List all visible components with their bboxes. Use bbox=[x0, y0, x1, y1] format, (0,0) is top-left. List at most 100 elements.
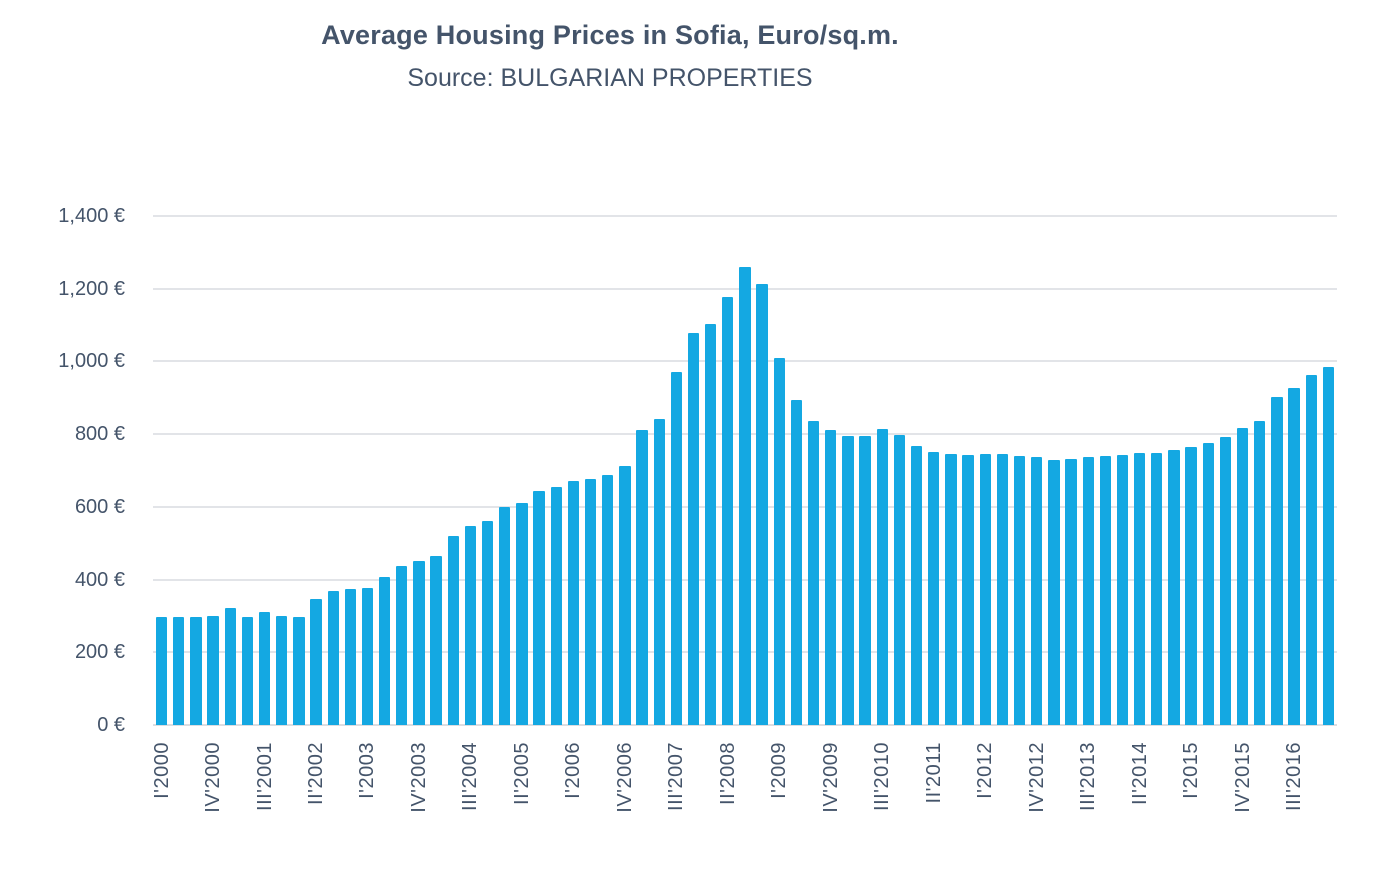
bar-III'2001 bbox=[258, 611, 271, 725]
bar-II'2006 bbox=[584, 479, 597, 725]
bar-IV'2015 bbox=[1236, 428, 1249, 725]
bar-III'2009 bbox=[807, 420, 820, 725]
bar-I'2011 bbox=[910, 446, 923, 725]
x-tick-label: III'2013 bbox=[1077, 742, 1100, 811]
x-tick-label: II'2002 bbox=[305, 742, 327, 805]
x-tick-label: IV'2009 bbox=[819, 742, 842, 813]
bar-III'2013 bbox=[1082, 457, 1094, 725]
x-tick-label: IV'2000 bbox=[202, 742, 225, 813]
bar-IV'2012 bbox=[1031, 457, 1043, 725]
bar-III'2010 bbox=[876, 429, 888, 725]
bar-IV'2001 bbox=[276, 616, 288, 725]
bar-I'2010 bbox=[842, 435, 854, 725]
bar-II'2013 bbox=[1065, 459, 1077, 725]
bar-II'2015 bbox=[1202, 442, 1214, 725]
bar-IV'2004 bbox=[481, 520, 494, 725]
bar-I'2007 bbox=[636, 429, 648, 725]
bar-II'2016 bbox=[1271, 397, 1283, 725]
bar-III'2012 bbox=[1013, 456, 1026, 725]
bar-II'2008 bbox=[722, 296, 734, 725]
x-tick-label: I'2000 bbox=[150, 742, 173, 799]
bar-IV'2003 bbox=[413, 561, 425, 725]
x-tick-label: III'2007 bbox=[665, 742, 688, 811]
plot-area bbox=[153, 215, 1337, 726]
bar-I'2004 bbox=[430, 555, 442, 725]
chart-subtitle: Source: BULGARIAN PROPERTIES bbox=[407, 64, 813, 92]
bar-IV'2006 bbox=[619, 465, 631, 725]
bar-IV'2000 bbox=[207, 615, 219, 725]
bar-II'2001 bbox=[241, 616, 254, 725]
bar-I'2005 bbox=[499, 506, 511, 725]
bar-III'2003 bbox=[396, 565, 408, 725]
bar-III'2011 bbox=[945, 453, 957, 725]
x-axis-line bbox=[153, 724, 1337, 726]
x-tick-label: I'2003 bbox=[356, 742, 379, 799]
bar-IV'2010 bbox=[893, 434, 906, 725]
bar-IV'2005 bbox=[550, 486, 562, 725]
y-tick-label: 800 € bbox=[74, 423, 125, 446]
x-tick-label: II'2005 bbox=[510, 742, 533, 805]
bar-I'2003 bbox=[361, 588, 374, 725]
x-tick-label: III'2004 bbox=[459, 742, 482, 811]
bar-I'2006 bbox=[567, 480, 580, 725]
bar-III'2016 bbox=[1288, 387, 1300, 725]
x-tick-label: I'2006 bbox=[562, 742, 585, 799]
bar-III'2007 bbox=[670, 371, 682, 725]
x-tick-label: II'2011 bbox=[922, 742, 945, 804]
bar-III'2005 bbox=[533, 490, 545, 725]
y-tick-label: 0 € bbox=[97, 714, 125, 736]
bar-II'2002 bbox=[310, 599, 322, 725]
bar-I'2017 bbox=[1322, 367, 1335, 725]
x-tick-label: IV'2015 bbox=[1231, 742, 1254, 813]
gridline bbox=[153, 215, 1337, 217]
bar-I'2013 bbox=[1048, 459, 1060, 725]
x-tick-label: II'2014 bbox=[1128, 742, 1151, 805]
bar-IV'2011 bbox=[962, 454, 974, 725]
bar-IV'2016 bbox=[1305, 375, 1317, 725]
bar-II'2014 bbox=[1134, 453, 1146, 725]
x-tick-label: I'2015 bbox=[1180, 742, 1203, 799]
bar-I'2008 bbox=[705, 324, 717, 725]
bar-I'2009 bbox=[773, 357, 785, 725]
bar-II'2003 bbox=[378, 576, 391, 725]
chart-title: Average Housing Prices in Sofia, Euro/sq… bbox=[321, 20, 899, 50]
bar-I'2016 bbox=[1254, 421, 1266, 725]
bar-II'2007 bbox=[653, 418, 665, 725]
y-tick-label: 1,400 € bbox=[58, 205, 125, 227]
x-tick-label: I'2009 bbox=[768, 742, 791, 799]
y-tick-label: 400 € bbox=[74, 568, 125, 591]
bar-IV'2008 bbox=[756, 284, 768, 725]
x-tick-label: III'2016 bbox=[1283, 742, 1306, 811]
bar-IV'2007 bbox=[687, 333, 700, 725]
bar-II'2012 bbox=[996, 454, 1009, 725]
bar-IV'2013 bbox=[1099, 455, 1111, 725]
bar-I'2000 bbox=[155, 617, 168, 725]
x-tick-label: IV'2012 bbox=[1025, 742, 1048, 813]
bar-IV'2014 bbox=[1168, 449, 1180, 725]
bar-III'2002 bbox=[327, 591, 339, 725]
bar-III'2014 bbox=[1151, 452, 1163, 725]
bar-I'2002 bbox=[293, 616, 305, 725]
bar-IV'2009 bbox=[825, 430, 837, 725]
bar-II'2009 bbox=[790, 400, 803, 725]
bar-II'2010 bbox=[859, 435, 871, 725]
bar-II'2011 bbox=[928, 452, 940, 725]
bar-II'2004 bbox=[447, 535, 459, 725]
y-tick-label: 200 € bbox=[74, 641, 125, 664]
y-tick-label: 1,000 € bbox=[58, 350, 125, 373]
x-tick-label: I'2012 bbox=[974, 742, 997, 799]
bar-III'2004 bbox=[464, 525, 477, 725]
bar-I'2001 bbox=[224, 607, 236, 725]
bar-I'2015 bbox=[1185, 446, 1197, 725]
bar-IV'2002 bbox=[344, 589, 356, 725]
x-tick-label: IV'2006 bbox=[613, 742, 636, 813]
x-tick-label: II'2008 bbox=[716, 742, 739, 805]
y-tick-label: 600 € bbox=[74, 495, 125, 518]
bar-III'2008 bbox=[739, 266, 751, 725]
bar-III'2015 bbox=[1219, 437, 1232, 725]
x-tick-label: IV'2003 bbox=[407, 742, 430, 813]
bar-I'2014 bbox=[1116, 454, 1129, 725]
bar-II'2005 bbox=[516, 502, 528, 725]
bar-I'2012 bbox=[979, 453, 991, 725]
